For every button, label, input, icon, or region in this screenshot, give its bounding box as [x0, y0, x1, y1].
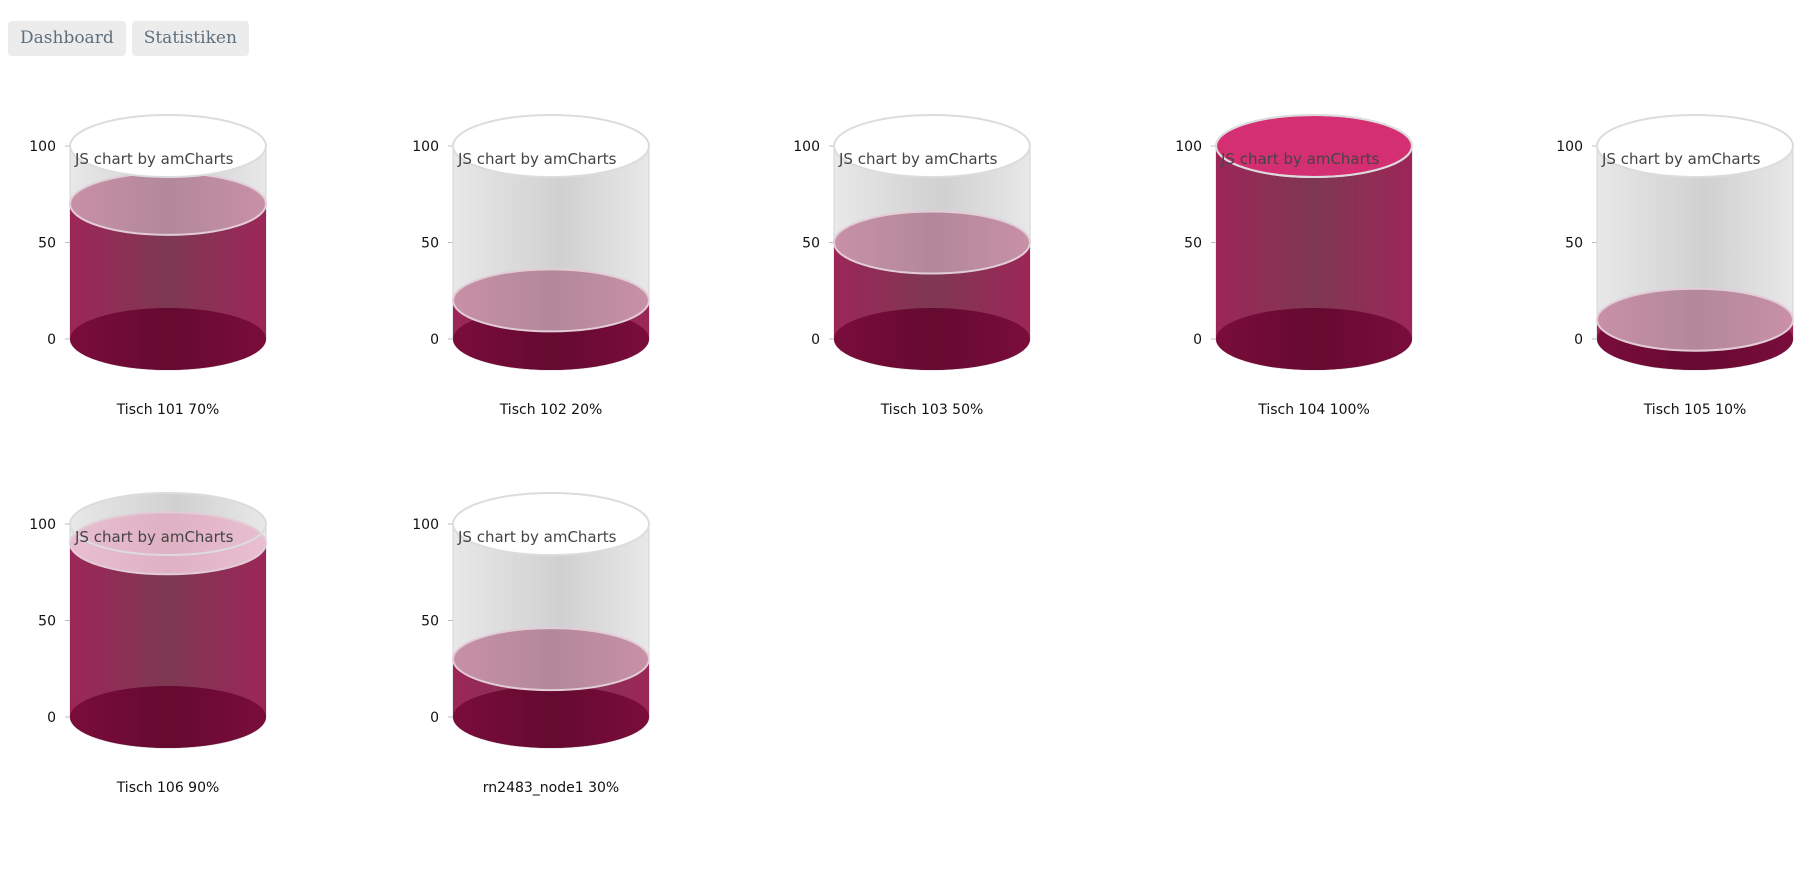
y-tick-label: 100 — [412, 139, 439, 155]
cylinder-label: Tisch 102 20% — [499, 402, 603, 418]
amcharts-watermark[interactable]: JS chart by amCharts — [74, 528, 234, 546]
y-tick-label: 100 — [1556, 139, 1583, 155]
y-tick-label: 100 — [793, 139, 820, 155]
y-tick-label: 100 — [29, 139, 56, 155]
cylinder-rim — [1596, 114, 1794, 178]
cylinder-fill-top — [69, 171, 267, 236]
y-tick-label: 0 — [1574, 332, 1583, 348]
cylinder-rim — [1215, 114, 1413, 178]
y-tick-label: 0 — [1193, 332, 1202, 348]
cylinder-label: rn2483_node1 30% — [483, 780, 619, 796]
y-tick-label: 50 — [38, 236, 56, 252]
y-tick-label: 0 — [811, 332, 820, 348]
cylinder-bottom — [834, 308, 1030, 370]
y-tick-label: 100 — [29, 517, 56, 533]
cylinder-bottom — [453, 686, 649, 748]
amcharts-watermark[interactable]: JS chart by amCharts — [457, 528, 617, 546]
y-tick-label: 0 — [430, 332, 439, 348]
cylinder-chart-6: 100 50 0 JS chart by amCharts Tisch 106 90% — [29, 492, 267, 796]
amcharts-watermark[interactable]: JS chart by amCharts — [457, 150, 617, 168]
y-tick-label: 0 — [47, 710, 56, 726]
y-tick-label: 50 — [38, 614, 56, 630]
cylinder-label: Tisch 106 90% — [116, 780, 220, 796]
cylinder-rim — [69, 492, 267, 556]
cylinder-chart-4: 100 50 0 JS chart by amCharts Tisch 104 100% — [1175, 114, 1413, 418]
cylinder-chart-3: 100 50 0 JS chart by amCharts Tisch 103 50% — [793, 114, 1031, 418]
cylinder-label: Tisch 105 10% — [1643, 402, 1747, 418]
cylinder-rim — [452, 492, 650, 556]
cylinder-fill-top — [452, 627, 650, 692]
dashboard-button[interactable]: Dashboard — [8, 21, 126, 56]
y-tick-label: 100 — [1175, 139, 1202, 155]
amcharts-watermark[interactable]: JS chart by amCharts — [838, 150, 998, 168]
cylinder-rim — [69, 114, 267, 178]
amcharts-watermark[interactable]: JS chart by amCharts — [1220, 150, 1380, 168]
cylinder-chart-1: 100 50 0 JS chart by amCharts Tisch 101 70% — [29, 114, 267, 418]
top-nav: Dashboard Statistiken — [8, 21, 249, 56]
cylinder-fill-top — [1596, 287, 1794, 352]
amcharts-watermark[interactable]: JS chart by amCharts — [74, 150, 234, 168]
cylinder-fill-top — [452, 268, 650, 333]
cylinder-label: Tisch 104 100% — [1257, 402, 1370, 418]
cylinder-bottom — [1216, 308, 1412, 370]
cylinder-bottom — [70, 308, 266, 370]
y-tick-label: 50 — [421, 236, 439, 252]
cylinder-bottom — [70, 686, 266, 748]
cylinder-fill-top — [833, 210, 1031, 275]
statistiken-button[interactable]: Statistiken — [131, 21, 249, 56]
y-tick-label: 50 — [802, 236, 820, 252]
cylinder-label: Tisch 103 50% — [880, 402, 984, 418]
y-tick-label: 50 — [1184, 236, 1202, 252]
y-tick-label: 0 — [47, 332, 56, 348]
cylinder-fill — [1216, 115, 1412, 370]
y-tick-label: 50 — [1565, 236, 1583, 252]
y-tick-label: 100 — [412, 517, 439, 533]
cylinder-chart-5: 100 50 0 JS chart by amCharts Tisch 105 10% — [1556, 114, 1794, 418]
cylinder-rim — [452, 114, 650, 178]
cylinder-chart-2: 100 50 0 JS chart by amCharts Tisch 102 20% — [412, 114, 650, 418]
y-tick-label: 50 — [421, 614, 439, 630]
y-tick-label: 0 — [430, 710, 439, 726]
cylinder-chart-7: 100 50 0 JS chart by amCharts rn2483_node1 3… — [412, 492, 650, 796]
cylinder-label: Tisch 101 70% — [116, 402, 220, 418]
cylinder-rim — [833, 114, 1031, 178]
chart-grid: 100 50 0 JS chart by amCharts Tisch 101 70% 1… — [29, 114, 1794, 796]
amcharts-watermark[interactable]: JS chart by amCharts — [1601, 150, 1761, 168]
cylinder-fill-top — [69, 511, 267, 576]
